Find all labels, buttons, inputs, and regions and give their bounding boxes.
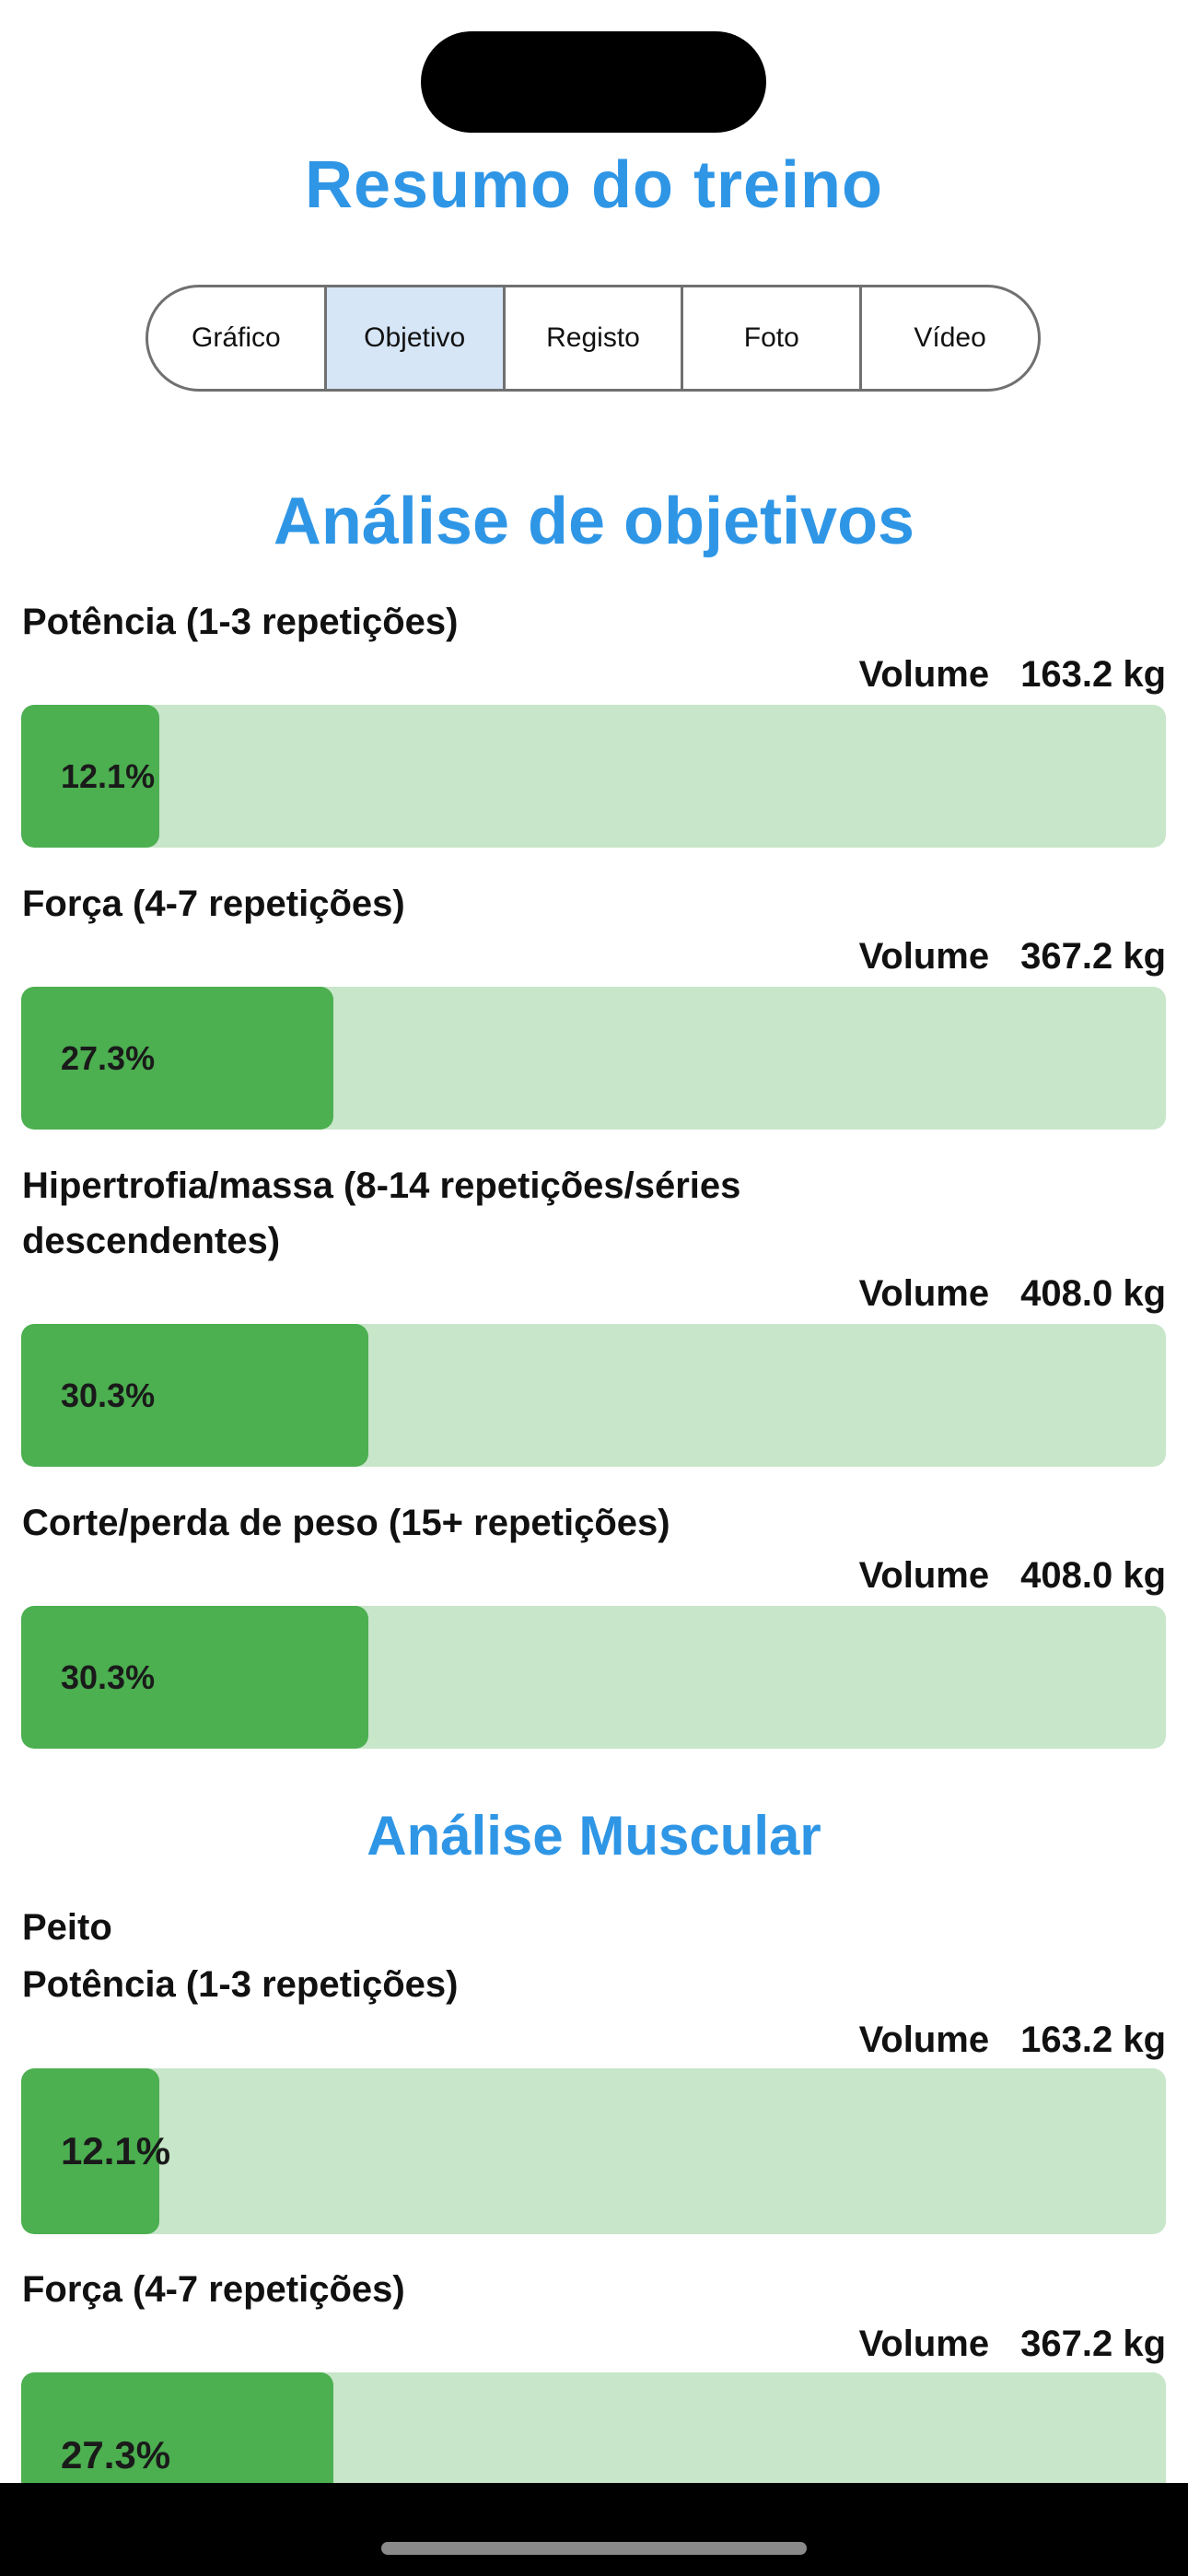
tab-registo[interactable]: Registo: [506, 287, 684, 389]
goal-progress-fill: [21, 705, 160, 848]
goal-progress-percent: 27.3%: [61, 1038, 156, 1077]
volume-label: Volume: [858, 936, 990, 977]
tab-video[interactable]: Vídeo: [914, 322, 986, 353]
goal-label: Hipertrofia/massa (8-14 repetições/série…: [22, 1165, 741, 1261]
home-indicator[interactable]: [381, 2542, 807, 2555]
goal-progress-percent: 12.1%: [61, 756, 156, 795]
goal-progress-percent: 30.3%: [61, 1657, 156, 1696]
muscle-progress-percent: 12.1%: [61, 2129, 171, 2172]
goal-label: Corte/perda de peso (15+ repetições): [22, 1503, 670, 1543]
goal-label: Força (4-7 repetições): [22, 884, 405, 924]
muscle-progress-bar: 12.1%: [21, 2068, 1166, 2234]
volume-value: 408.0 kg: [1020, 1555, 1166, 1596]
muscle-volume-row: Volume 367.2 kg: [859, 2324, 1166, 2365]
goal-progress-bar: 30.3%: [21, 1606, 1166, 1749]
muscle-group-label: Peito: [22, 1907, 112, 1948]
tab-grafico[interactable]: Gráfico: [148, 287, 327, 389]
muscle-progress-percent: 27.3%: [61, 2433, 171, 2476]
volume-label: Volume: [858, 1273, 990, 1314]
muscle-analysis-title: Análise Muscular: [367, 1805, 821, 1867]
goal-analysis-title: Análise de objetivos: [273, 485, 915, 558]
page-title: Resumo do treino: [304, 148, 884, 222]
goal-progress-fill: [21, 987, 334, 1130]
muscle-goal-label: Potência (1-3 repetições): [22, 1964, 459, 2005]
muscle-volume-row: Volume 163.2 kg: [859, 2020, 1166, 2061]
volume-label: Volume: [858, 2020, 990, 2060]
goal-progress-fill: [21, 1606, 368, 1749]
goal-volume-row: Volume 408.0 kg: [859, 1273, 1166, 1315]
goal-label: Potência (1-3 repetições): [22, 602, 459, 642]
volume-value: 367.2 kg: [1020, 2324, 1166, 2364]
goal-progress-percent: 30.3%: [61, 1376, 156, 1414]
volume-value: 367.2 kg: [1020, 936, 1166, 977]
tab-objetivo[interactable]: Objetivo: [326, 287, 506, 389]
muscle-goal-label: Força (4-7 repetições): [22, 2269, 405, 2310]
goal-progress-bar: 30.3%: [21, 1324, 1166, 1467]
goal-progress-bar: 27.3%: [21, 987, 1166, 1130]
goal-progress-fill: [21, 1324, 368, 1467]
volume-label: Volume: [858, 654, 990, 695]
volume-label: Volume: [858, 1555, 990, 1596]
goal-volume-row: Volume 367.2 kg: [859, 936, 1166, 978]
volume-value: 163.2 kg: [1020, 2020, 1166, 2060]
dynamic-island: [421, 31, 766, 133]
volume-label: Volume: [858, 2324, 990, 2364]
goal-volume-row: Volume 408.0 kg: [859, 1555, 1166, 1597]
tab-foto[interactable]: Foto: [683, 287, 863, 389]
bottom-safe-area: [0, 2483, 1188, 2576]
goal-progress-bar: 12.1%: [21, 705, 1166, 848]
goal-volume-row: Volume 163.2 kg: [859, 654, 1166, 696]
volume-value: 408.0 kg: [1020, 1273, 1166, 1314]
volume-value: 163.2 kg: [1020, 654, 1166, 695]
tab-selector: Gráfico Objetivo Registo Foto Vídeo: [146, 285, 1041, 392]
muscle-progress-fill: [21, 2068, 160, 2234]
